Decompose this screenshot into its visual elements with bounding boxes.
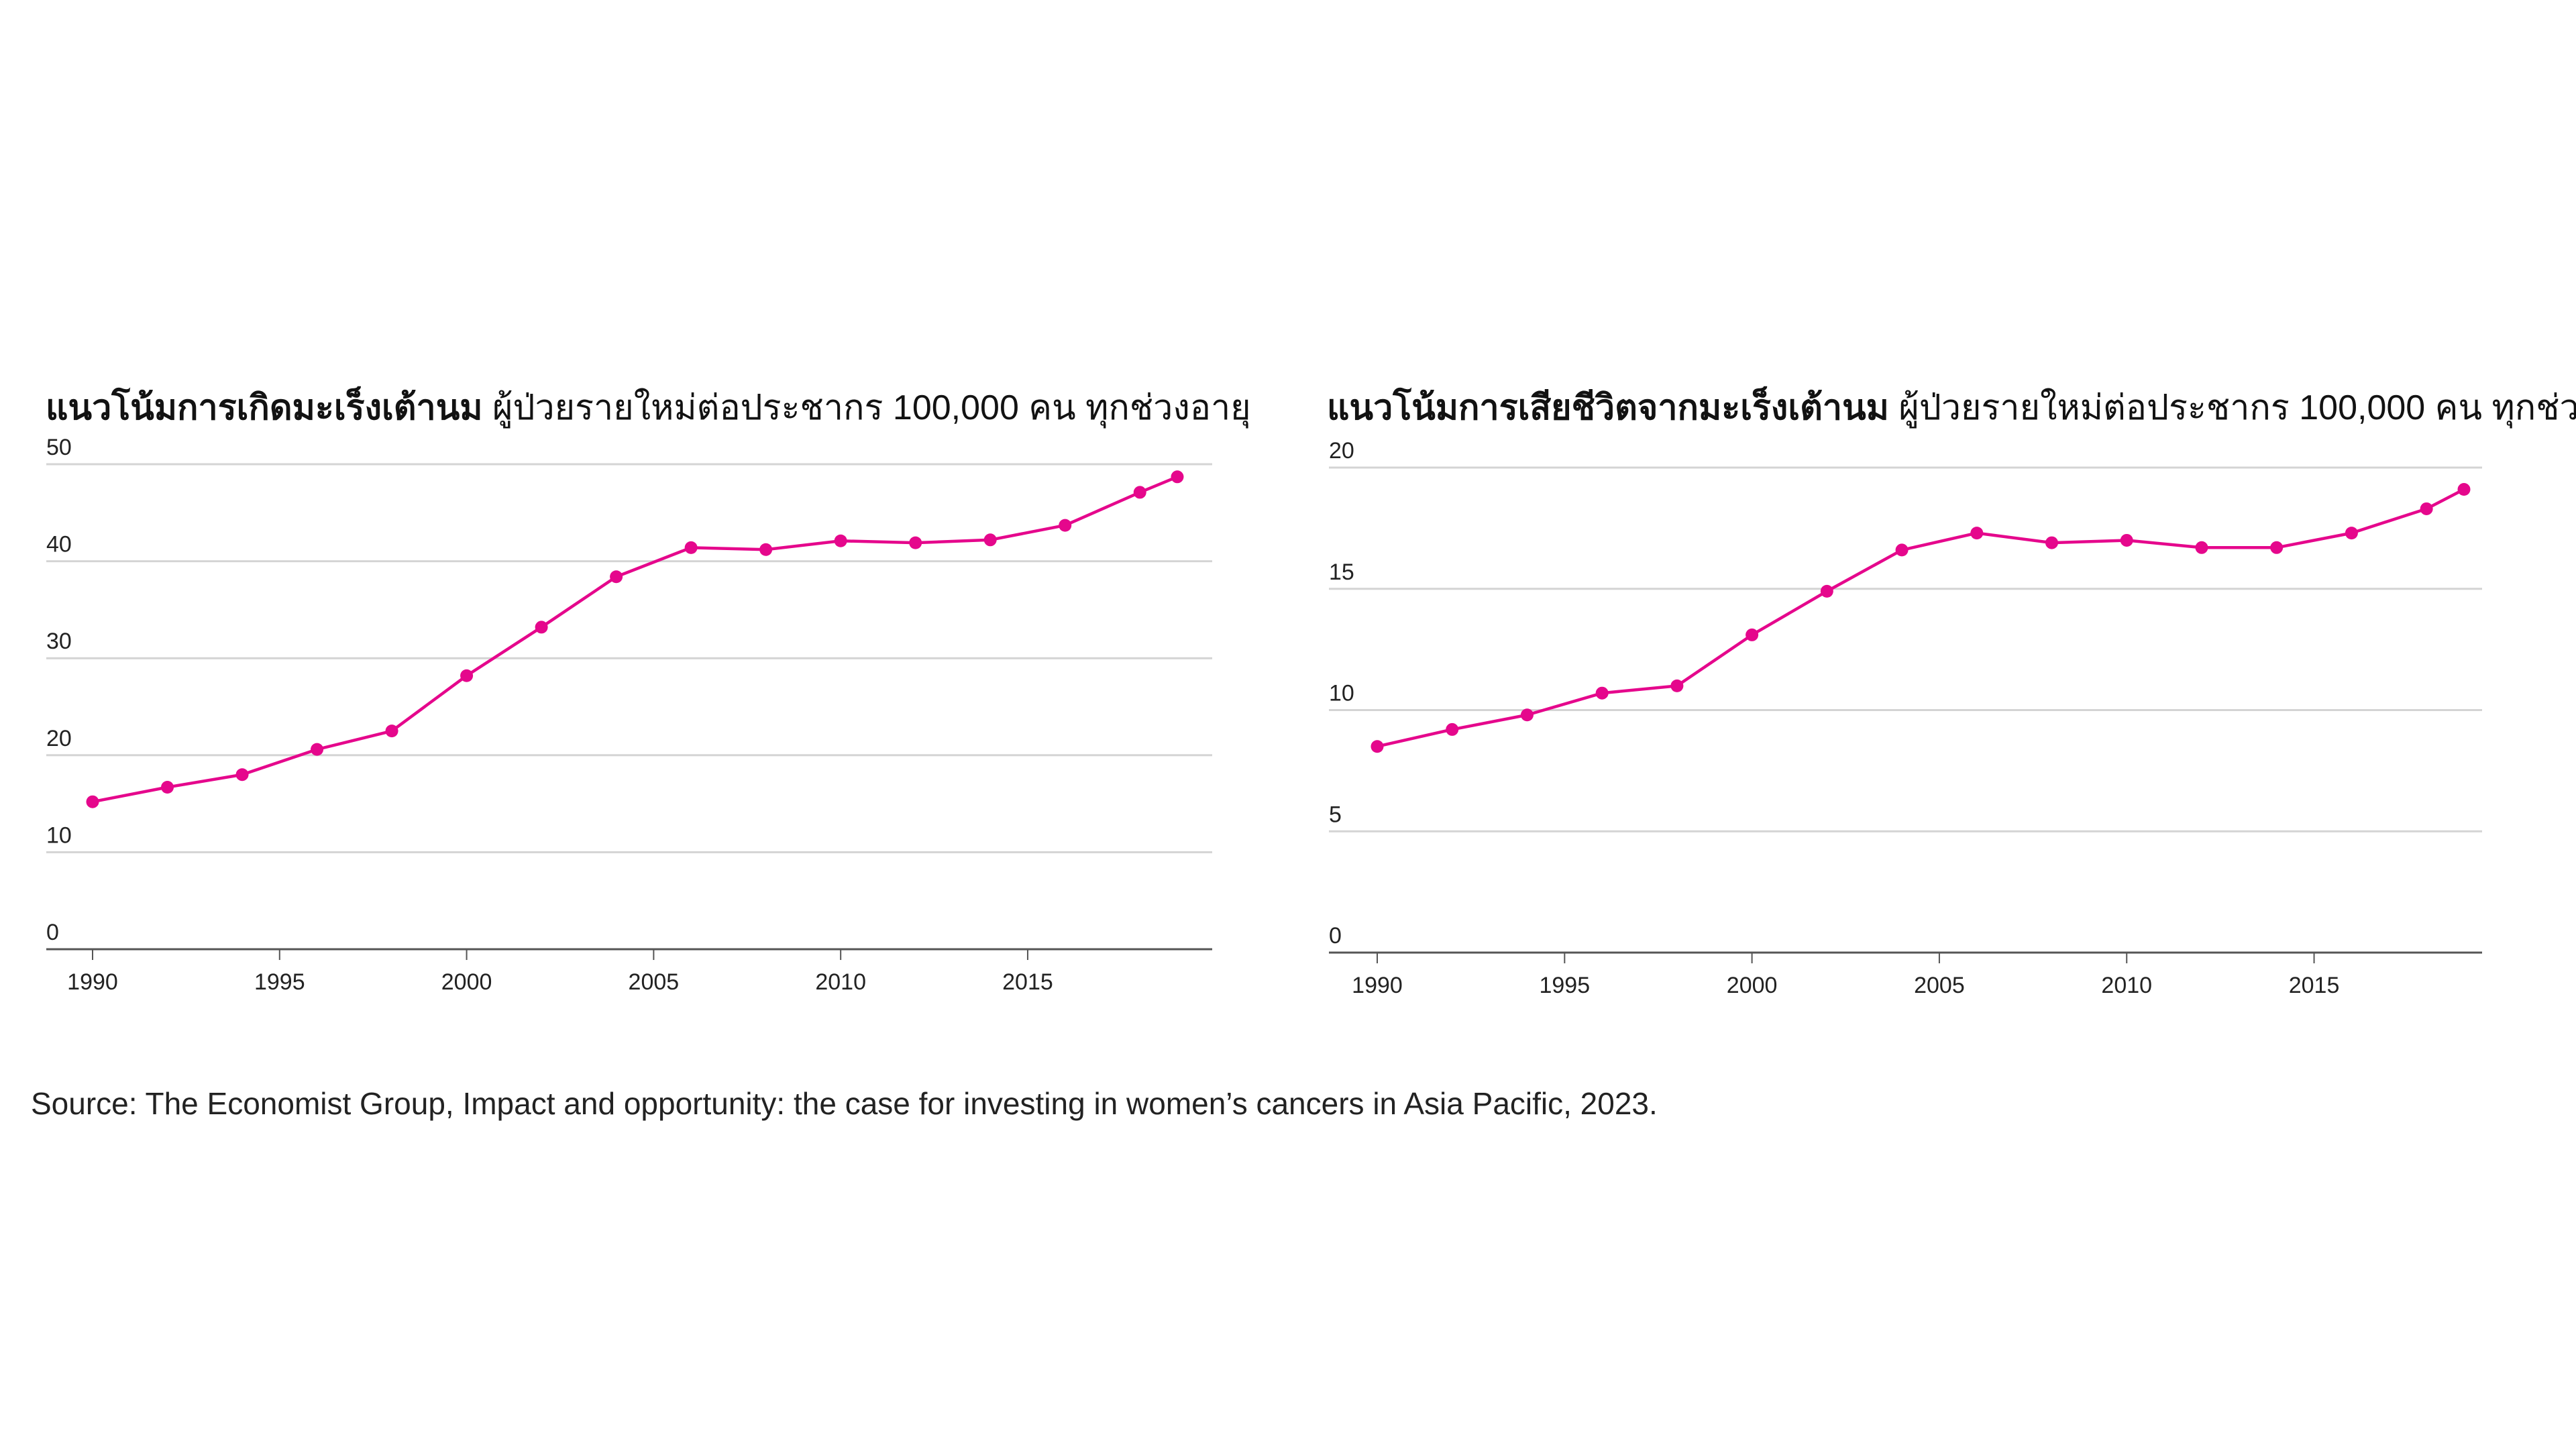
x-tick-label: 2010 bbox=[815, 969, 866, 995]
x-tick-label: 2010 bbox=[2101, 973, 2152, 998]
y-tick-label: 15 bbox=[1329, 559, 1354, 585]
y-tick-label: 10 bbox=[46, 822, 72, 848]
data-point bbox=[311, 743, 324, 756]
chart-title-incidence: แนวโน้มการเกิดมะเร็งเต้านม ผู้ป่วยรายใหม… bbox=[46, 379, 1251, 435]
data-point bbox=[610, 570, 623, 584]
data-point bbox=[759, 543, 773, 556]
series-line bbox=[1377, 488, 2465, 748]
x-tick-label: 2000 bbox=[1727, 973, 1778, 998]
y-tick-label: 0 bbox=[46, 920, 59, 945]
x-tick-label: 1990 bbox=[1352, 973, 1403, 998]
y-tick-label: 20 bbox=[46, 726, 72, 751]
y-tick-label: 20 bbox=[1329, 438, 1354, 464]
data-point bbox=[2195, 541, 2208, 554]
chart-subtitle: ผู้ป่วยรายใหม่ต่อประชากร 100,000 คน ทุกช… bbox=[1898, 388, 2576, 427]
data-point bbox=[983, 533, 997, 547]
data-point bbox=[1970, 527, 1984, 540]
data-point bbox=[1895, 543, 1909, 557]
x-tick-label: 2005 bbox=[1914, 973, 1965, 998]
y-tick-label: 10 bbox=[1329, 681, 1354, 706]
chart-title-mortality: แนวโน้มการเสียชีวิตจากมะเร็งเต้านม ผู้ป่… bbox=[1327, 379, 2576, 435]
data-point bbox=[684, 541, 698, 554]
data-point bbox=[1670, 679, 1684, 692]
x-tick-label: 2005 bbox=[629, 969, 680, 995]
x-tick-label: 2000 bbox=[441, 969, 492, 995]
data-point bbox=[2345, 527, 2358, 540]
data-point bbox=[2045, 536, 2059, 549]
data-point bbox=[1520, 708, 1534, 722]
data-point bbox=[385, 724, 398, 738]
data-point bbox=[2120, 533, 2133, 547]
chart-title: แนวโน้มการเสียชีวิตจากมะเร็งเต้านม bbox=[1327, 388, 1889, 427]
data-point bbox=[1446, 722, 1459, 736]
x-tick-label: 1990 bbox=[67, 969, 118, 995]
data-point bbox=[2270, 541, 2284, 554]
y-tick-label: 5 bbox=[1329, 802, 1342, 827]
x-tick-label: 1995 bbox=[1539, 973, 1590, 998]
data-point bbox=[1746, 628, 1759, 641]
data-point bbox=[161, 781, 174, 794]
chart-title: แนวโน้มการเกิดมะเร็งเต้านม bbox=[46, 388, 483, 427]
data-point bbox=[2457, 483, 2471, 496]
data-point bbox=[535, 621, 548, 634]
data-point bbox=[460, 669, 474, 682]
x-tick-label: 1995 bbox=[254, 969, 305, 995]
data-point bbox=[1371, 740, 1384, 753]
source-note: Source: The Economist Group, Impact and … bbox=[31, 1086, 1658, 1121]
data-point bbox=[1171, 470, 1184, 484]
data-point bbox=[1059, 519, 1072, 532]
data-point bbox=[1133, 486, 1146, 499]
y-tick-label: 30 bbox=[46, 629, 72, 654]
x-tick-label: 2015 bbox=[1002, 969, 1053, 995]
data-point bbox=[2420, 502, 2433, 515]
data-point bbox=[1820, 584, 1833, 598]
data-point bbox=[834, 534, 847, 547]
chart-subtitle: ผู้ป่วยรายใหม่ต่อประชากร 100,000 คน ทุกช… bbox=[492, 388, 1251, 427]
data-point bbox=[86, 795, 99, 808]
chart-0: 0 10 20 30 40 50 1990 1995 2000 2005 2010 2015 bbox=[46, 435, 1212, 995]
y-tick-label: 0 bbox=[1329, 923, 1342, 949]
y-tick-label: 50 bbox=[46, 435, 72, 460]
series-line bbox=[92, 475, 1178, 804]
data-point bbox=[235, 768, 249, 782]
y-tick-label: 40 bbox=[46, 532, 72, 557]
data-point bbox=[1595, 686, 1609, 700]
data-point bbox=[909, 536, 922, 549]
x-tick-label: 2015 bbox=[2289, 973, 2340, 998]
chart-1: 0 5 10 15 20 1990 1995 2000 2005 2010 2015 bbox=[1329, 438, 2482, 998]
